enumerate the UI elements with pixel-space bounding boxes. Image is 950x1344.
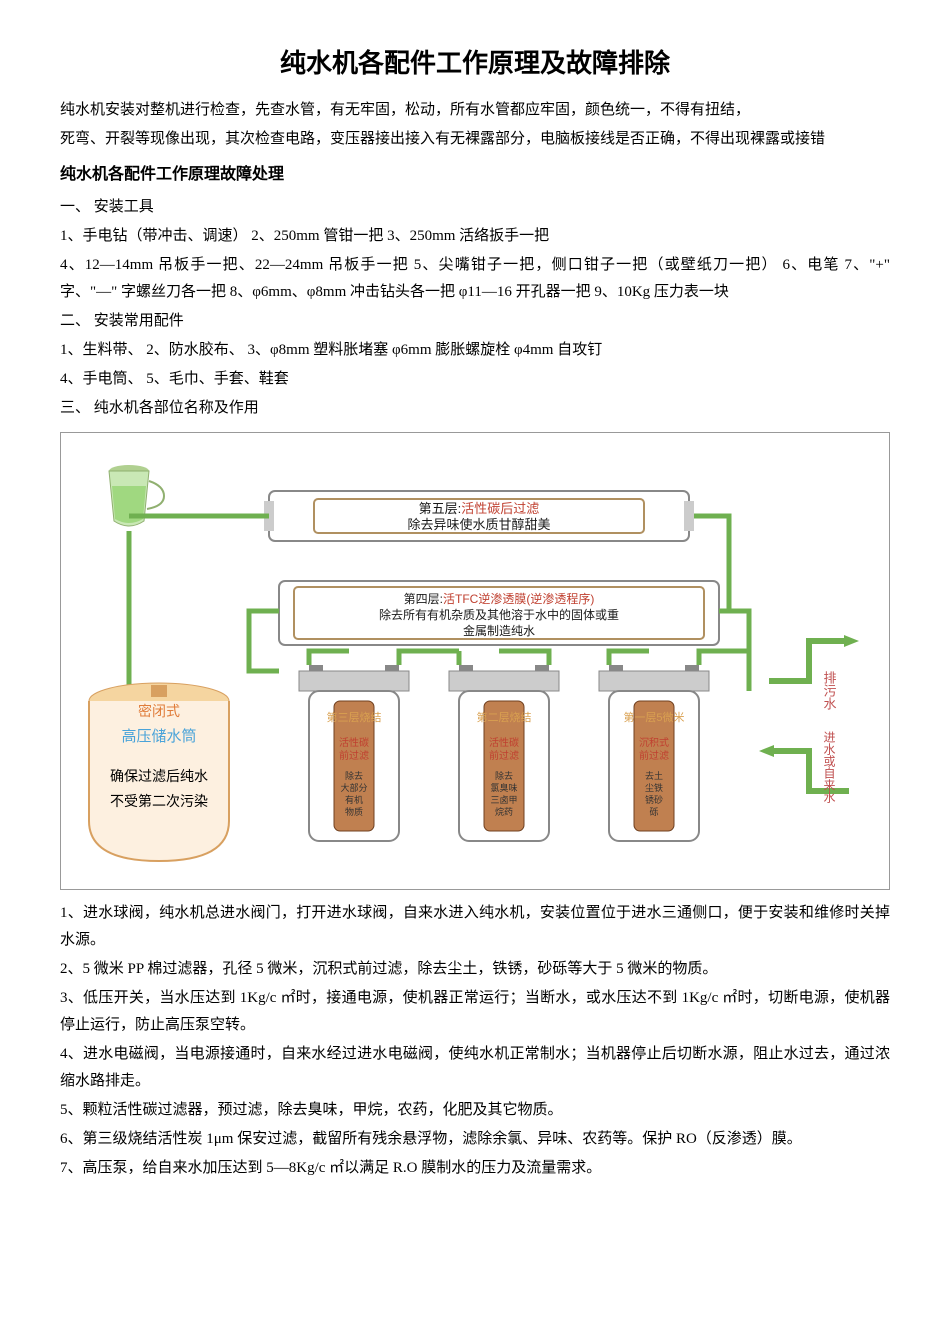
section3-heading: 三、 纯水机各部位名称及作用	[60, 395, 890, 422]
section1-heading: 一、 安装工具	[60, 194, 890, 221]
svg-text:金属制造纯水: 金属制造纯水	[463, 623, 535, 638]
intro-paragraph-2: 死弯、开裂等现像出现，其次检查电路，变压器接出接入有无裸露部分，电脑板接线是否正…	[60, 126, 890, 153]
svg-text:锈砂: 锈砂	[645, 794, 663, 805]
page-title: 纯水机各配件工作原理及故障排除	[60, 40, 890, 87]
svg-text:前过滤: 前过滤	[339, 749, 369, 762]
svg-text:除去: 除去	[495, 770, 513, 781]
svg-text:物质: 物质	[345, 806, 363, 817]
filter-3: 第一层5微米 沉积式 前过滤 去土 尘铁 锈砂 砾	[599, 665, 709, 841]
body-p2: 2、5 微米 PP 棉过滤器，孔径 5 微米，沉积式前过滤，除去尘土，铁锈，砂砾…	[60, 956, 890, 983]
section1-line1: 1、手电钻（带冲击、调速） 2、250mm 管钳一把 3、250mm 活络扳手一…	[60, 223, 890, 250]
section1-line2: 4、12—14mm 吊板手一把、22—24mm 吊板手一把 5、尖嘴钳子一把，侧…	[60, 252, 890, 306]
svg-text:三卤甲: 三卤甲	[490, 794, 517, 805]
section2-line2: 4、手电筒、 5、毛巾、手套、鞋套	[60, 366, 890, 393]
svg-text:前过滤: 前过滤	[639, 749, 669, 762]
body-p1: 1、进水球阀，纯水机总进水阀门，打开进水球阀，自来水进入纯水机，安装位置位于进水…	[60, 900, 890, 954]
svg-text:砾: 砾	[649, 806, 658, 817]
body-p3: 3、低压开关，当水压达到 1Kg/c ㎡时，接通电源，使机器正常运行；当断水，或…	[60, 985, 890, 1039]
svg-text:前过滤: 前过滤	[489, 749, 519, 762]
subheading-principles: 纯水机各配件工作原理故障处理	[60, 161, 890, 190]
section2-line1: 1、生料带、 2、防水胶布、 3、φ8mm 塑料胀堵塞 φ6mm 膨胀螺旋栓 φ…	[60, 337, 890, 364]
svg-text:活性碳: 活性碳	[489, 736, 519, 749]
svg-text:确保过滤后纯水: 确保过滤后纯水	[110, 769, 208, 785]
svg-text:去土: 去土	[645, 770, 663, 781]
body-p7: 7、高压泵，给自来水加压达到 5—8Kg/c ㎡以满足 R.O 膜制水的压力及流…	[60, 1155, 890, 1182]
svg-text:除去: 除去	[345, 770, 363, 781]
svg-text:第二层烧结: 第二层烧结	[477, 710, 532, 724]
svg-text:第三层烧结: 第三层烧结	[327, 710, 382, 724]
svg-text:高压储水筒: 高压储水筒	[121, 728, 196, 745]
svg-text:沉积式: 沉积式	[639, 736, 669, 749]
filter-2: 第二层烧结 活性碳 前过滤 除去 氯臭味 三卤甲 烷药	[449, 665, 559, 841]
filter-1: 第三层烧结 活性碳 前过滤 除去 大部分 有机 物质	[299, 665, 409, 841]
svg-text:氯臭味: 氯臭味	[490, 782, 517, 793]
svg-text:密闭式: 密闭式	[138, 703, 180, 719]
layer5-cartridge: 第五层:活性碳后过滤 除去异味使水质甘醇甜美	[264, 491, 694, 541]
storage-tank: 密闭式 高压储水筒 确保过滤后纯水 不受第二次污染	[89, 683, 229, 861]
svg-text:不受第二次污染: 不受第二次污染	[110, 793, 208, 810]
body-p5: 5、颗粒活性碳过滤器，预过滤，除去臭味，甲烷，农药，化肥及其它物质。	[60, 1097, 890, 1124]
body-p6: 6、第三级烧结活性炭 1μm 保安过滤，截留所有残余悬浮物，滤除余氯、异味、农药…	[60, 1126, 890, 1153]
svg-text:烷药: 烷药	[495, 806, 513, 817]
svg-text:除去异味使水质甘醇甜美: 除去异味使水质甘醇甜美	[407, 517, 550, 532]
svg-text:尘铁: 尘铁	[645, 782, 663, 793]
section2-heading: 二、 安装常用配件	[60, 308, 890, 335]
svg-text:大部分: 大部分	[340, 782, 367, 793]
body-p4: 4、进水电磁阀，当电源接通时，自来水经过进水电磁阀，使纯水机正常制水；当机器停止…	[60, 1041, 890, 1095]
svg-text:除去所有有机杂质及其他溶于水中的固体或重: 除去所有有机杂质及其他溶于水中的固体或重	[379, 607, 619, 622]
svg-text:进水或自来水: 进水或自来水	[822, 730, 836, 802]
svg-text:第五层:活性碳后过滤: 第五层:活性碳后过滤	[419, 501, 540, 516]
svg-text:活性碳: 活性碳	[339, 736, 369, 749]
svg-text:第四层:活TFC逆渗透膜(逆渗透程序): 第四层:活TFC逆渗透膜(逆渗透程序)	[404, 591, 595, 606]
intro-paragraph-1: 纯水机安装对整机进行检查，先查水管，有无牢固，松动，所有水管都应牢固，颜色统一，…	[60, 97, 890, 124]
svg-text:排污水: 排污水	[822, 671, 837, 710]
svg-text:第一层5微米: 第一层5微米	[623, 710, 684, 724]
layer4-membrane: 第四层:活TFC逆渗透膜(逆渗透程序) 除去所有有机杂质及其他溶于水中的固体或重…	[279, 581, 719, 645]
svg-text:有机: 有机	[345, 794, 363, 805]
filtration-diagram: 第五层:活性碳后过滤 除去异味使水质甘醇甜美 第四层:活TFC逆渗透膜(逆渗透程…	[60, 432, 890, 890]
